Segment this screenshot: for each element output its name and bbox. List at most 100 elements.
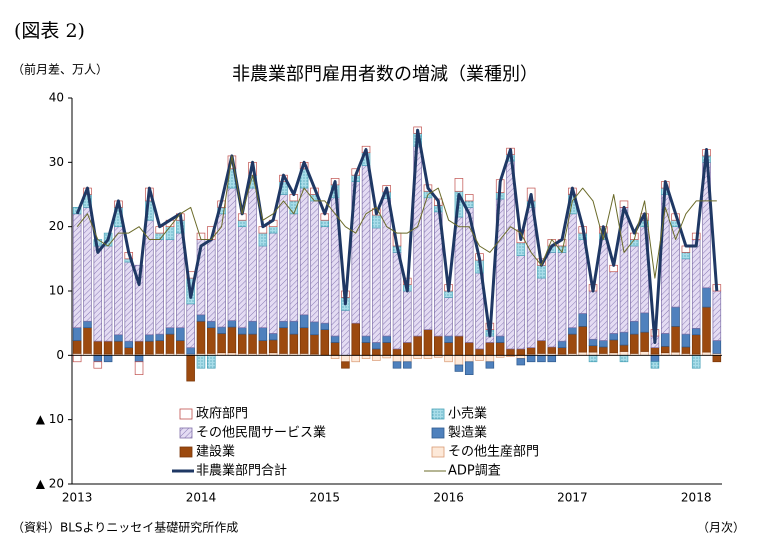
bar-segment [423,197,433,330]
bar-segment [485,354,495,363]
bar-segment [155,340,164,354]
bar-segment [454,178,464,192]
x-axis-label: （月次） [697,521,745,535]
bar-segment [320,322,330,330]
bar-segment [145,334,154,342]
bar-segment [289,320,299,335]
bar-segment [310,200,319,323]
bar-segment [207,239,216,322]
bar-segment [475,348,484,356]
bar-segment [599,346,608,354]
bar-segment [454,354,464,366]
bar-segment [134,340,144,355]
bar-segment [464,194,474,202]
bar-segment [526,354,536,363]
bar-segment [320,219,330,228]
x-tick-label: 2015 [310,491,341,505]
legend-swatch [179,427,193,439]
bar-segment [619,351,629,356]
bar-segment [165,327,175,335]
bar-segment [93,361,103,369]
bar-segment [557,252,567,342]
bar-segment [588,290,598,340]
bar-segment [568,333,577,354]
bar-segment [403,361,412,369]
chart-title: 非農業部門雇用者数の増減（業種別） [232,64,538,85]
source-note: （資料）BLSよりニッセイ基礎研究所作成 [12,520,238,535]
bar-segment [423,354,433,359]
bar-segment [640,312,649,333]
bar-segment [134,361,144,375]
y-tick-label: 20 [49,219,64,233]
bar-segment [320,226,330,324]
bar-segment [454,364,464,372]
bar-segment [83,207,92,322]
legend-label: 小売業 [448,406,487,422]
bar-segment [392,354,402,363]
bar-segment [165,226,175,240]
bar-segment [176,340,185,354]
legend-label: 建設業 [196,444,235,460]
bar-segment [341,361,350,369]
bar-segment [196,320,206,354]
legend-label: 非農業部門合計 [196,463,287,479]
bar-segment [691,354,701,369]
bar-segment [568,213,577,329]
bar-segment [660,345,670,354]
legend-swatch [431,408,445,420]
bar-segment [403,354,412,363]
legend-swatch [179,446,193,458]
bar-segment [330,354,340,359]
bar-segment [392,252,402,350]
bar-segment [217,333,226,354]
bar-segment [588,354,598,363]
bar-segment [258,232,268,247]
bar-segment [186,354,195,382]
bar-segment [619,344,629,352]
bar-segment [702,287,711,308]
bar-segment [124,261,134,342]
bar-segment [268,232,278,334]
bar-segment [299,314,309,329]
bar-segment [702,306,711,353]
bar-segment [372,348,381,356]
bar-segment [702,351,711,356]
bar-segment [444,354,453,363]
y-tick-label: 0 [56,348,64,362]
bar-segment [712,354,722,363]
y-tick-label: 10 [49,284,64,298]
bar-segment [341,309,350,356]
bar-segment [237,219,247,228]
x-tick-label: 2013 [62,491,93,505]
bar-segment [454,216,464,337]
y-tick-label: ▲ 10 [36,412,64,426]
bar-segment [681,252,691,260]
bar-segment [650,347,660,355]
bar-segment [341,354,350,363]
bar-segment [330,335,340,343]
bar-segment [403,290,412,343]
bar-segment [464,354,474,363]
bar-segment [93,340,103,355]
bar-segment [516,348,526,356]
bar-segment [557,340,567,348]
bar-segment [72,354,82,363]
bar-segment [330,342,340,356]
bar-segment [155,333,164,341]
bar-segment [537,277,546,341]
bar-segment [578,351,587,356]
bar-segment [237,327,247,335]
bar-segment [712,290,722,341]
bar-segment [320,329,330,356]
series-line [75,128,719,344]
bar-segment [134,264,144,342]
bar-segment [268,339,278,354]
bar-segment [207,320,216,329]
x-tick-label: 2017 [557,491,588,505]
bar-segment [506,348,515,356]
bar-segment [372,214,381,229]
bar-segment [134,354,144,363]
bar-segment [196,314,206,322]
bar-segment [145,340,154,355]
bar-segment [258,340,268,354]
